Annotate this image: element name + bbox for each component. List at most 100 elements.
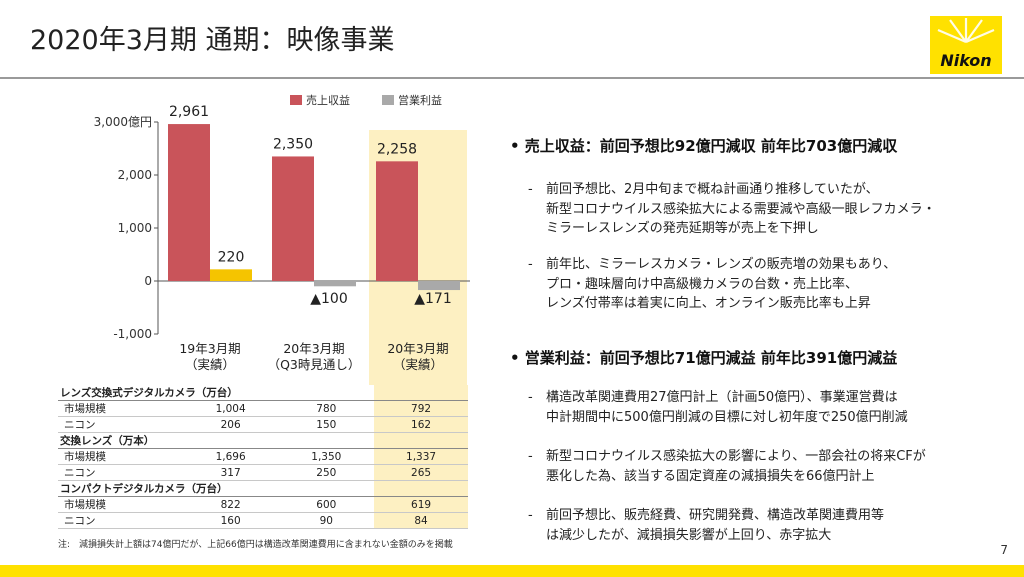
table-cell: 1,350 xyxy=(278,448,375,465)
table-cell: 1,004 xyxy=(182,400,279,417)
logo-wordmark: Nikon xyxy=(940,51,991,70)
category-label: 19年3月期 xyxy=(179,341,240,356)
y-tick-label: 2,000 xyxy=(118,168,152,182)
profit-data-label: ▲100 xyxy=(310,291,348,307)
table-row: 市場規模 1,004 780 792 xyxy=(58,400,468,417)
y-tick-label: 3,000億円 xyxy=(94,115,152,129)
profit-bar xyxy=(314,281,356,287)
bullet-item: - 新型コロナウイルス感染拡大の影響により、一部会社の将来CFが 悪化した為、該当す… xyxy=(528,447,926,486)
bullet-item: - 構造改革関連費用27億円計上（計画50億円）、事業運営費は 中計期間中に500億… xyxy=(528,388,908,427)
bullet-item: - 前回予想比、販売経費、研究開発費、構造改革関連費用等 は減少したが、減損損失影響… xyxy=(528,506,884,545)
table-cell: 780 xyxy=(278,400,375,417)
category-label: （Q3時見通し） xyxy=(268,357,361,372)
footer-bar xyxy=(0,565,1024,577)
table-cell: 822 xyxy=(182,496,279,513)
nikon-logo: Nikon xyxy=(930,16,1002,74)
text-line: は減少したが、減損損失影響が上回り、赤字拡大 xyxy=(546,527,832,543)
legend-swatch xyxy=(382,95,394,105)
category-label: 20年3月期 xyxy=(283,341,344,356)
table-row: ニコン 206 150 162 xyxy=(58,416,468,433)
sales-data-label: 2,258 xyxy=(377,141,417,157)
table-cell: 160 xyxy=(182,512,279,529)
bullet-item-text: 構造改革関連費用27億円計上（計画50億円）、事業運営費は 中計期間中に500億円… xyxy=(546,388,908,427)
highlight-cell xyxy=(374,385,468,401)
dash-marker: - xyxy=(528,390,533,405)
table-cell: 1,696 xyxy=(182,448,279,465)
table-section-header: 交換レンズ（万本） xyxy=(58,432,468,449)
text-line: 新型コロナウイルス感染拡大による需要減や高級一眼レフカメラ・ xyxy=(546,201,936,217)
bullet-item-text: 前回予想比、2月中旬まで概ね計画通り推移していたが、新型コロナウイルス感染拡大に… xyxy=(546,180,936,239)
text-line: 悪化した為、該当する固定資産の減損損失を66億円計上 xyxy=(546,468,875,484)
bullet-item-text: 前回予想比、販売経費、研究開発費、構造改革関連費用等 は減少したが、減損損失影響が… xyxy=(546,506,884,545)
bullet-heading: • 売上収益：前回予想比92億円減収 前年比703億円減収 xyxy=(510,137,898,155)
dash-marker: - xyxy=(528,508,533,523)
table-section-header: コンパクトデジタルカメラ（万台） xyxy=(58,480,468,497)
bullet-item-text: 新型コロナウイルス感染拡大の影響により、一部会社の将来CFが 悪化した為、該当する… xyxy=(546,447,926,486)
category-label: 20年3月期 xyxy=(387,341,448,356)
page-title: 2020年3月期 通期：映像事業 xyxy=(30,25,395,56)
profit-data-label: 220 xyxy=(218,249,245,265)
legend-label: 営業利益 xyxy=(398,93,442,107)
profit-bar xyxy=(210,269,252,281)
table-cell: 600 xyxy=(278,496,375,513)
table-row: ニコン 160 90 84 xyxy=(58,512,468,529)
table-cell: 150 xyxy=(278,416,375,433)
table-row: 市場規模 1,696 1,350 1,337 xyxy=(58,448,468,465)
sales-data-label: 2,961 xyxy=(169,104,209,120)
category-label: （実績） xyxy=(393,357,443,372)
sales-data-label: 2,350 xyxy=(273,136,313,152)
text-line: 構造改革関連費用27億円計上（計画50億円）、事業運営費は xyxy=(546,390,898,405)
section-title: コンパクトデジタルカメラ（万台） xyxy=(58,480,375,497)
legend-label: 売上収益 xyxy=(306,93,350,107)
row-label: 市場規模 xyxy=(58,448,183,465)
text-line: 前年比、ミラーレスカメラ・レンズの販売増の効果もあり、 xyxy=(546,257,897,272)
table-cell: 250 xyxy=(278,464,375,481)
bullet-item-text: 前年比、ミラーレスカメラ・レンズの販売増の効果もあり、 プロ・趣味層向け中高級機カ… xyxy=(546,255,896,314)
y-tick-label: 0 xyxy=(144,274,152,288)
highlight-cell xyxy=(374,432,468,449)
category-label: （実績） xyxy=(185,357,235,372)
text-line: プロ・趣味層向け中高級機カメラの台数・売上比率、 xyxy=(546,276,859,292)
revenue-profit-chart: 3,000億円2,0001,0000-1,0002,96122019年3月期（実… xyxy=(94,93,470,385)
y-tick-label: -1,000 xyxy=(113,327,152,341)
table-cell: 792 xyxy=(374,400,468,417)
bullet-item: - 前年比、ミラーレスカメラ・レンズの販売増の効果もあり、 プロ・趣味層向け中高級機… xyxy=(528,255,896,314)
y-tick-label: 1,000 xyxy=(118,221,152,235)
profit-bar xyxy=(418,281,460,291)
table-cell: 619 xyxy=(374,496,468,513)
table-row: 市場規模 822 600 619 xyxy=(58,496,468,513)
table-cell: 90 xyxy=(278,512,375,529)
row-label: ニコン xyxy=(58,464,183,481)
table-cell: 84 xyxy=(374,512,468,529)
title-divider xyxy=(0,77,1024,79)
table-section-header: レンズ交換式デジタルカメラ（万台） xyxy=(58,385,468,401)
row-label: ニコン xyxy=(58,512,183,529)
dash-marker: - xyxy=(528,182,533,197)
bullet-heading: • 営業利益：前回予想比71億円減益 前年比391億円減益 xyxy=(510,349,898,367)
kpi-table: レンズ交換式デジタルカメラ（万台） 市場規模 1,004 780 792 ニコン 206 15… xyxy=(58,385,468,529)
sales-bar xyxy=(376,161,418,281)
page-number: 7 xyxy=(1000,543,1008,557)
sales-bar xyxy=(272,156,314,281)
section-title: 交換レンズ（万本） xyxy=(58,432,375,449)
row-label: 市場規模 xyxy=(58,400,183,417)
table-cell: 317 xyxy=(182,464,279,481)
highlight-cell xyxy=(374,480,468,497)
text-line: レンズ付帯率は着実に向上、オンライン販売比率も上昇 xyxy=(546,296,871,311)
row-label: 市場規模 xyxy=(58,496,183,513)
dash-marker: - xyxy=(528,449,533,464)
table-cell: 206 xyxy=(182,416,279,433)
sales-bar xyxy=(168,124,210,281)
text-line: 新型コロナウイルス感染拡大の影響により、一部会社の将来CFが xyxy=(546,449,926,464)
profit-data-label: ▲171 xyxy=(414,291,452,307)
text-line: 前回予想比、販売経費、研究開発費、構造改革関連費用等 xyxy=(546,508,885,523)
text-line: 前回予想比、2月中旬まで概ね計画通り推移していたが、 xyxy=(546,182,879,197)
dash-marker: - xyxy=(528,257,533,272)
table-cell: 162 xyxy=(374,416,468,433)
text-line: 中計期間中に500億円削減の目標に対し初年度で250億円削減 xyxy=(546,409,908,425)
table-cell: 1,337 xyxy=(374,448,468,465)
bullet-item: - 前回予想比、2月中旬まで概ね計画通り推移していたが、新型コロナウイルス感染拡大… xyxy=(528,180,936,239)
table-cell: 265 xyxy=(374,464,468,481)
row-label: ニコン xyxy=(58,416,183,433)
table-row: ニコン 317 250 265 xyxy=(58,464,468,481)
